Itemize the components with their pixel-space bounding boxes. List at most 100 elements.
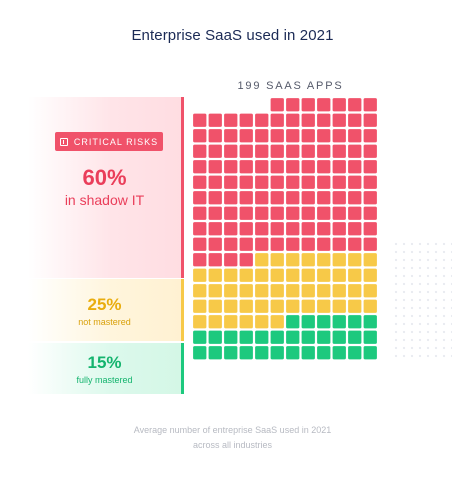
waffle-cell-shadow-it [270, 144, 284, 158]
waffle-cell-shadow-it [239, 253, 253, 267]
waffle-cell-shadow-it [348, 237, 362, 251]
waffle-cell-not-mastered [239, 284, 253, 298]
waffle-cell-shadow-it [363, 144, 377, 158]
waffle-cell-shadow-it [317, 222, 331, 236]
waffle-cell-not-mastered [270, 315, 284, 329]
waffle-cell-shadow-it [255, 144, 269, 158]
waffle-cell-not-mastered [255, 299, 269, 313]
shadow-it-label: in shadow IT [64, 192, 145, 208]
waffle-cell-fully-mastered [270, 330, 284, 344]
waffle-cell-not-mastered [208, 268, 222, 282]
waffle-cell-fully-mastered [239, 346, 253, 360]
waffle-cell-not-mastered [255, 253, 269, 267]
waffle-cell-not-mastered [332, 284, 346, 298]
waffle-cell-shadow-it [239, 175, 253, 189]
not-mastered-label: not mastered [78, 317, 131, 327]
waffle-cell-shadow-it [255, 113, 269, 127]
waffle-cell-shadow-it [270, 98, 284, 112]
waffle-cell-shadow-it [270, 175, 284, 189]
waffle-cell-not-mastered [301, 284, 315, 298]
waffle-cell-shadow-it [363, 129, 377, 143]
waffle-cell-shadow-it [208, 237, 222, 251]
decorative-dot-pattern [392, 240, 452, 360]
waffle-cell-shadow-it [301, 144, 315, 158]
waffle-cell-shadow-it [363, 160, 377, 174]
waffle-cell-fully-mastered [332, 330, 346, 344]
waffle-cell-not-mastered [255, 268, 269, 282]
waffle-cell-not-mastered [317, 284, 331, 298]
waffle-cell-fully-mastered [239, 330, 253, 344]
waffle-cell-shadow-it [332, 175, 346, 189]
not-mastered-bar [181, 279, 184, 341]
caption-line-2: across all industries [192, 440, 273, 450]
shadow-it-bar [181, 97, 184, 278]
waffle-cell-shadow-it [239, 222, 253, 236]
waffle-cell-shadow-it [332, 144, 346, 158]
waffle-cell-shadow-it [301, 113, 315, 127]
waffle-cell-shadow-it [286, 237, 300, 251]
waffle-cell-not-mastered [239, 315, 253, 329]
waffle-cell-shadow-it [286, 191, 300, 205]
waffle-cell-shadow-it [239, 191, 253, 205]
waffle-cell-not-mastered [255, 315, 269, 329]
waffle-cell-shadow-it [317, 144, 331, 158]
waffle-cell-shadow-it [255, 191, 269, 205]
waffle-cell-fully-mastered [193, 330, 207, 344]
waffle-cell-shadow-it [224, 113, 238, 127]
waffle-cell-shadow-it [301, 222, 315, 236]
waffle-cell-shadow-it [286, 175, 300, 189]
waffle-cell-shadow-it [270, 237, 284, 251]
waffle-cell-not-mastered [224, 299, 238, 313]
waffle-cell-shadow-it [301, 237, 315, 251]
waffle-cell-not-mastered [286, 253, 300, 267]
waffle-cell-shadow-it [270, 191, 284, 205]
waffle-grid [193, 98, 377, 360]
waffle-cell-not-mastered [270, 253, 284, 267]
waffle-cell-shadow-it [332, 113, 346, 127]
alert-icon [59, 137, 68, 146]
waffle-cell-shadow-it [239, 129, 253, 143]
shadow-it-band [28, 97, 181, 278]
fully-mastered-percent: 15% [87, 353, 122, 372]
waffle-cell-shadow-it [239, 160, 253, 174]
waffle-cell-not-mastered [348, 299, 362, 313]
waffle-cell-shadow-it [208, 253, 222, 267]
waffle-cell-fully-mastered [363, 315, 377, 329]
waffle-cell-fully-mastered [286, 315, 300, 329]
waffle-cell-fully-mastered [255, 330, 269, 344]
waffle-cell-not-mastered [239, 268, 253, 282]
waffle-cell-shadow-it [332, 222, 346, 236]
waffle-cell-fully-mastered [317, 330, 331, 344]
waffle-cell-not-mastered [193, 268, 207, 282]
waffle-cell-shadow-it [332, 98, 346, 112]
shadow-it-percent: 60% [82, 165, 127, 190]
waffle-cell-shadow-it [286, 206, 300, 220]
chart-caption: Average number of entreprise SaaS used i… [60, 423, 405, 453]
waffle-cell-not-mastered [301, 299, 315, 313]
critical-risks-label: CRITICAL RISKS [73, 136, 159, 147]
waffle-cell-shadow-it [255, 160, 269, 174]
waffle-cell-shadow-it [270, 160, 284, 174]
fully-mastered-label: fully mastered [76, 375, 133, 385]
waffle-cell-shadow-it [208, 222, 222, 236]
waffle-cell-fully-mastered [208, 330, 222, 344]
waffle-cell-shadow-it [317, 206, 331, 220]
waffle-cell-shadow-it [193, 144, 207, 158]
waffle-cell-shadow-it [363, 113, 377, 127]
waffle-cell-shadow-it [348, 191, 362, 205]
waffle-cell-fully-mastered [301, 330, 315, 344]
waffle-cell-not-mastered [301, 268, 315, 282]
waffle-cell-not-mastered [348, 268, 362, 282]
waffle-cell-shadow-it [255, 206, 269, 220]
waffle-cell-not-mastered [301, 253, 315, 267]
waffle-cell-shadow-it [363, 98, 377, 112]
waffle-cell-not-mastered [286, 299, 300, 313]
waffle-cell-fully-mastered [255, 346, 269, 360]
not-mastered-percent: 25% [87, 295, 122, 314]
waffle-cell-shadow-it [239, 206, 253, 220]
waffle-cell-not-mastered [286, 268, 300, 282]
waffle-cell-fully-mastered [348, 346, 362, 360]
waffle-cell-not-mastered [224, 268, 238, 282]
waffle-cell-not-mastered [348, 253, 362, 267]
waffle-cell-not-mastered [363, 253, 377, 267]
